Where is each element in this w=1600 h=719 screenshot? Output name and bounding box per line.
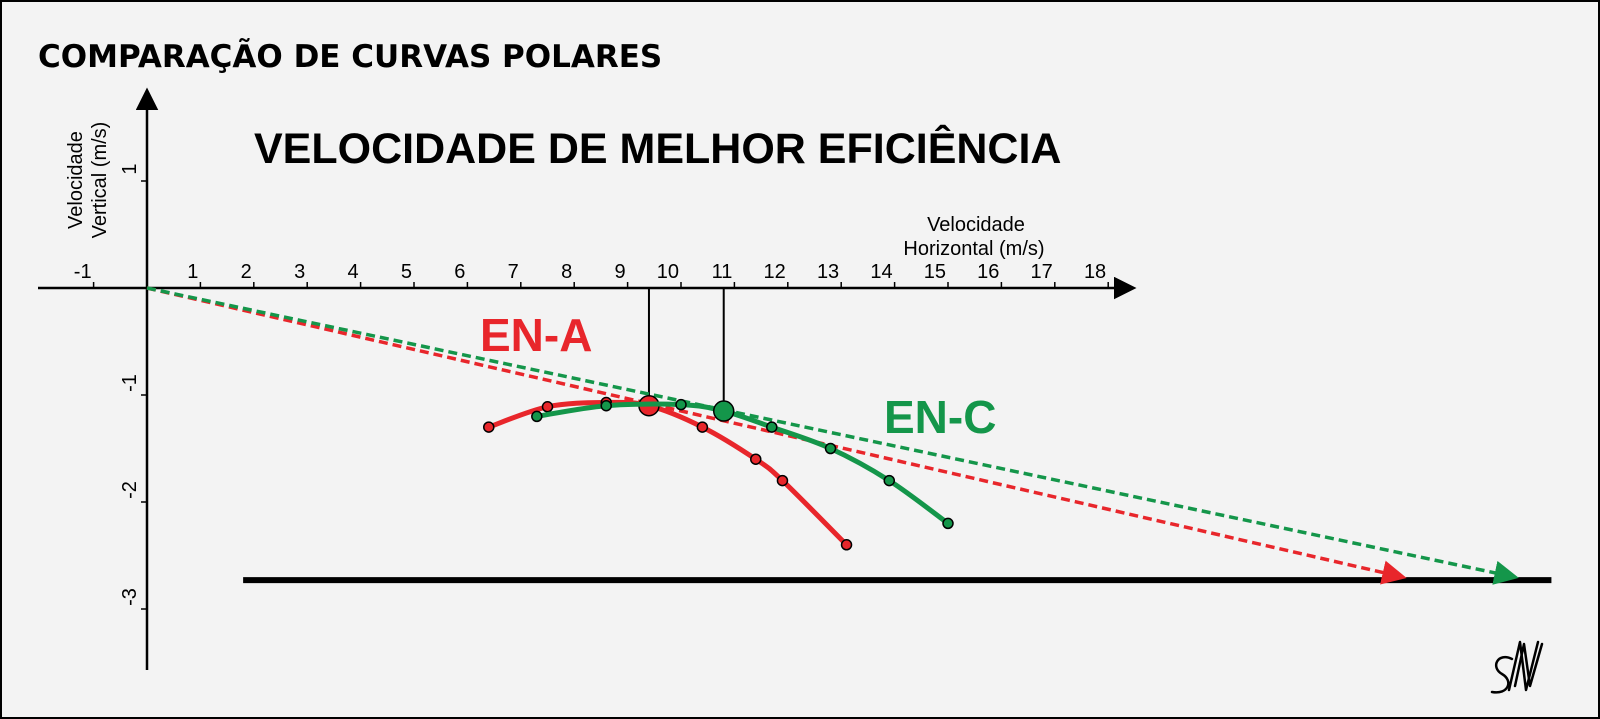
x-tick-label: -1: [74, 261, 92, 283]
data-point-en-a: [776, 474, 789, 487]
x-tick-label: 16: [977, 261, 999, 283]
data-point-en-a: [840, 539, 853, 551]
x-tick-label: 17: [1031, 261, 1053, 283]
x-tick-label: 13: [817, 261, 839, 283]
glide-line-en-c: [146, 286, 1519, 585]
data-point-en-a: [483, 421, 495, 433]
chart-title: COMPARAÇÃO DE CURVAS POLARES: [38, 38, 662, 75]
data-point-en-a: [750, 453, 762, 465]
axis-x-label-line1: Velocidade: [927, 214, 1025, 236]
y-tick-label: -2: [119, 481, 141, 499]
glide-line-en-a: [146, 286, 1407, 585]
axis-y-label: Velocidade Vertical (m/s): [65, 122, 111, 239]
x-tick-label: 15: [924, 261, 946, 283]
data-point-en-a: [696, 421, 709, 433]
x-tick-label: 1: [187, 261, 198, 283]
x-tick-label: 5: [401, 261, 412, 283]
chart-subtitle: VELOCIDADE DE MELHOR EFICIÊNCIA: [254, 124, 1062, 173]
axis-x-label: Velocidade Horizontal (m/s): [903, 214, 1044, 260]
x-tick-label: 2: [241, 261, 252, 283]
data-point-en-c: [675, 398, 687, 411]
y-tick-label: -3: [119, 588, 141, 606]
glide-ratio-lines: [146, 286, 1519, 585]
axes: -1 1 2 3 4 5 6 7 8 9 10 11 12 13 14 15 16 17 181-1-2-3: [38, 87, 1137, 670]
x-tick-label: 12: [764, 261, 786, 283]
series-label-en-a: EN-A: [480, 309, 592, 361]
x-tick-label: 14: [870, 261, 892, 283]
data-point-en-c: [824, 442, 837, 455]
data-point-en-a: [541, 401, 554, 413]
x-tick-label: 8: [561, 261, 572, 283]
y-tick-label: 1: [119, 163, 141, 174]
data-point-en-c: [883, 474, 896, 487]
y-tick-label: -1: [119, 374, 141, 392]
x-tick-label: 7: [508, 261, 519, 283]
x-tick-label: 10: [657, 261, 679, 283]
series-group: [483, 394, 954, 551]
signature-mark: [1490, 640, 1544, 694]
axis-y-label-line2: Vertical (m/s): [89, 122, 111, 239]
data-point-en-c: [600, 399, 612, 412]
data-point-en-c: [531, 410, 543, 423]
x-tick-label: 4: [347, 261, 358, 283]
axis-x-label-line2: Horizontal (m/s): [903, 238, 1044, 260]
axis-y-label-line1: Velocidade: [65, 131, 87, 229]
x-tick-label: 18: [1084, 261, 1106, 283]
data-point-en-c: [766, 421, 778, 433]
best-glide-point-en-c: [712, 400, 735, 422]
data-point-en-c: [942, 517, 954, 530]
series-label-en-c: EN-C: [884, 391, 996, 443]
x-tick-label: 11: [712, 261, 733, 283]
x-tick-label: 9: [614, 261, 625, 283]
x-tick-label: 3: [294, 261, 305, 283]
x-tick-label: 6: [454, 261, 465, 283]
